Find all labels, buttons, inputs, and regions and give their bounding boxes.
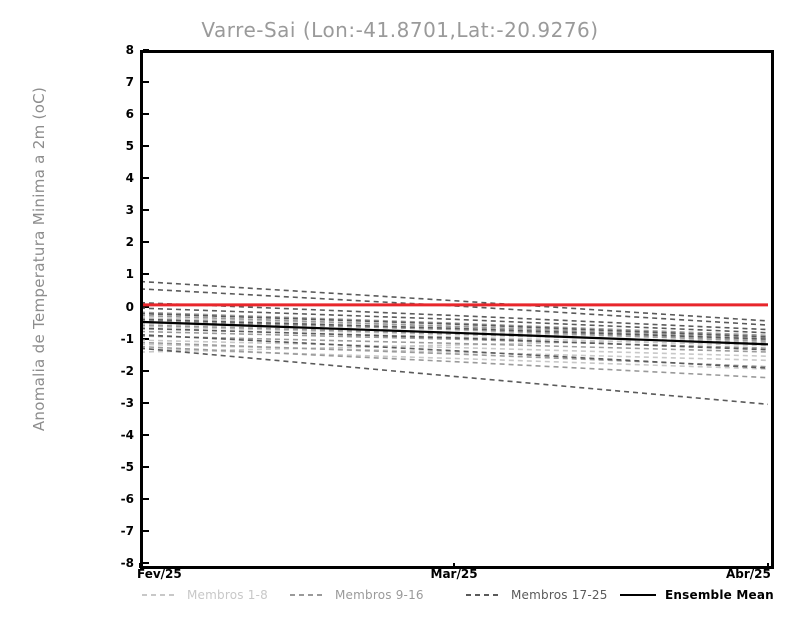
y-tick-mark — [143, 241, 149, 244]
x-tick-label: Mar/25 — [430, 567, 478, 581]
series-line — [140, 328, 768, 347]
ensemble-series-lines — [140, 280, 768, 406]
legend-swatch-dashed-icon — [466, 594, 502, 596]
y-tick-label: 2 — [125, 235, 134, 250]
y-tick-mark — [143, 145, 149, 148]
y-tick-mark — [143, 497, 149, 500]
y-tick-label: -8 — [120, 556, 134, 570]
plot-frame — [140, 50, 774, 569]
series-line — [140, 320, 768, 342]
y-tick-label: 7 — [125, 75, 134, 90]
y-tick-mark — [143, 465, 149, 468]
series-line — [140, 280, 768, 322]
y-tick-label: -3 — [120, 395, 134, 410]
y-tick-label: -7 — [120, 523, 134, 538]
y-tick-label: 6 — [125, 107, 134, 122]
legend-swatch-dashed-icon — [290, 594, 326, 596]
series-line — [140, 335, 768, 353]
series-line — [140, 348, 768, 370]
y-tick-mark — [143, 305, 149, 308]
legend-item[interactable]: Membros 17-25 — [466, 586, 608, 604]
legend-item[interactable]: Membros 9-16 — [290, 586, 424, 604]
series-line — [140, 339, 768, 357]
y-tick-mark — [143, 177, 149, 180]
y-tick-label: -1 — [120, 331, 134, 346]
chart-title: Varre-Sai (Lon:-41.8701,Lat:-20.9276) — [201, 18, 599, 42]
series-line — [140, 311, 768, 337]
series-line — [140, 314, 768, 340]
legend-label: Ensemble Mean — [665, 588, 774, 602]
x-tick-mark — [767, 563, 769, 568]
series-line — [140, 343, 768, 362]
y-tick-label: 1 — [125, 267, 134, 282]
legend-item[interactable]: Ensemble Mean — [620, 586, 774, 604]
plot-area — [140, 50, 768, 563]
x-tick-label: Fev/25 — [137, 567, 182, 581]
y-tick-label: -5 — [120, 459, 134, 474]
y-tick-label: 3 — [125, 203, 134, 218]
legend-label: Membros 1-8 — [187, 588, 268, 602]
y-axis-label: Anomalia de Temperatura Minima a 2m (oC) — [30, 86, 48, 432]
series-line — [140, 320, 768, 346]
y-tick-mark — [143, 337, 149, 340]
series-line — [140, 301, 768, 331]
y-tick-mark — [143, 273, 149, 276]
y-tick-label: 4 — [125, 171, 134, 186]
series-line — [140, 312, 768, 338]
y-tick-mark — [143, 529, 149, 532]
series-line — [140, 327, 768, 351]
y-tick-mark — [143, 433, 149, 436]
y-tick-mark — [143, 113, 149, 116]
y-tick-label: -4 — [120, 427, 134, 442]
x-tick-label: Abr/25 — [726, 567, 771, 581]
series-line — [140, 333, 768, 369]
series-line — [140, 345, 768, 379]
legend-swatch-solid-icon — [620, 593, 656, 597]
y-tick-label: 5 — [125, 139, 134, 154]
legend-label: Membros 17-25 — [511, 588, 608, 602]
legend-swatch-dashed-icon — [142, 594, 178, 596]
y-tick-mark — [143, 209, 149, 212]
y-tick-label: -2 — [120, 363, 134, 378]
legend-label: Membros 9-16 — [335, 588, 424, 602]
legend-item[interactable]: Membros 1-8 — [142, 586, 268, 604]
series-line — [140, 318, 768, 340]
y-tick-mark — [143, 401, 149, 404]
y-tick-mark — [143, 369, 149, 372]
y-tick-label: -6 — [120, 491, 134, 506]
y-tick-mark — [143, 562, 149, 564]
series-line — [140, 307, 768, 334]
y-tick-mark — [143, 81, 149, 84]
y-tick-label: 8 — [125, 43, 134, 57]
series-line — [140, 288, 768, 326]
series-line — [140, 347, 768, 406]
y-tick-label: 0 — [125, 299, 134, 314]
chart-legend: Membros 1-8 Membros 9-16 Membros 17-25 Ense… — [0, 586, 800, 608]
x-tick-mark — [453, 563, 455, 568]
